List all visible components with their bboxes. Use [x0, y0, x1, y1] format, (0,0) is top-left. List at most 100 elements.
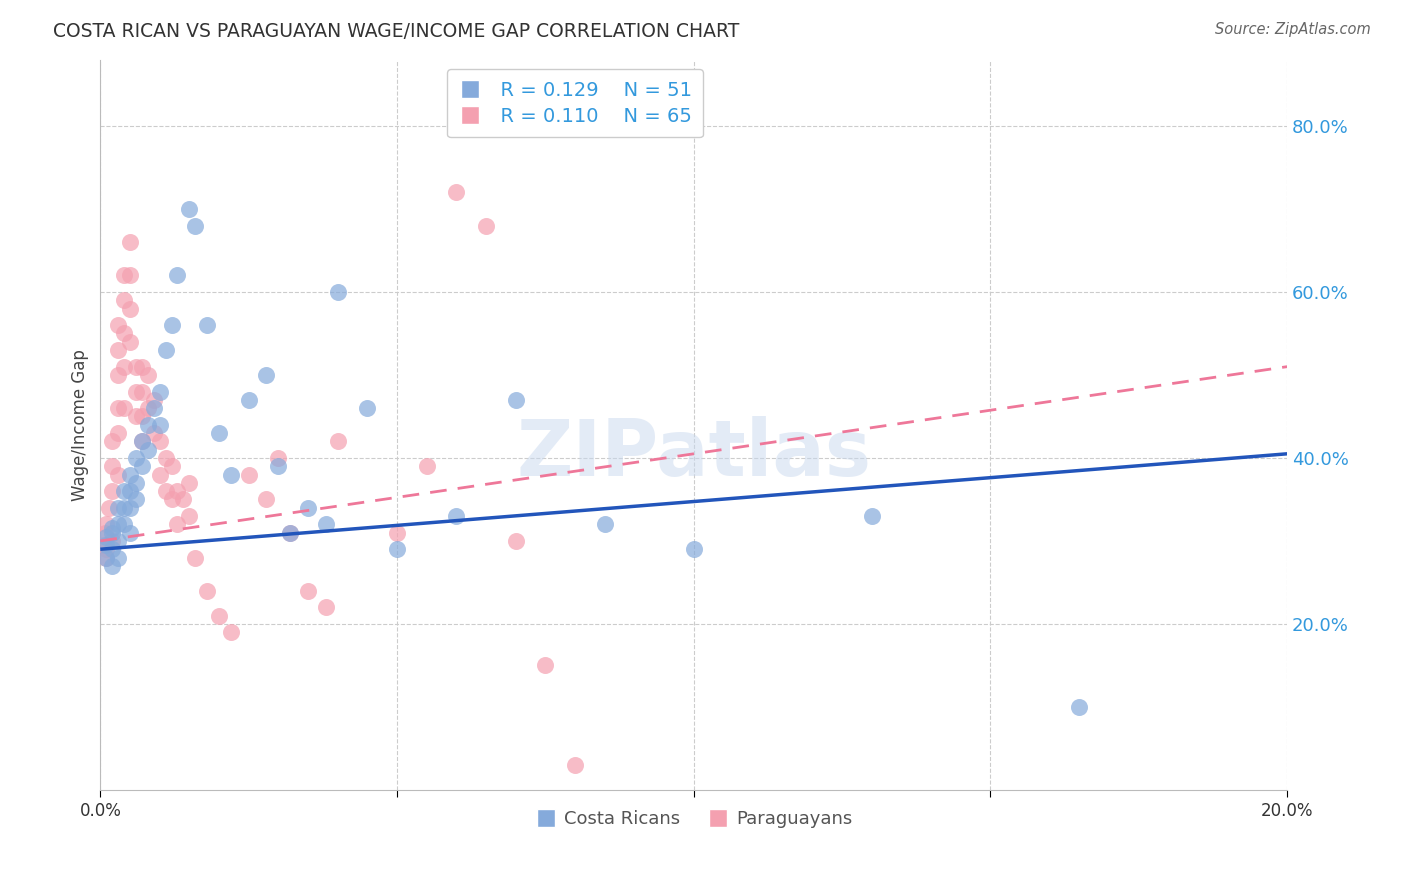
Point — [112, 359, 135, 374]
Point — [131, 409, 153, 424]
Point — [160, 459, 183, 474]
Point — [112, 401, 135, 416]
Point — [131, 384, 153, 399]
Point — [315, 517, 337, 532]
Point — [149, 417, 172, 432]
Point — [125, 384, 148, 399]
Point — [446, 186, 468, 200]
Point — [297, 583, 319, 598]
Point — [118, 467, 141, 482]
Point — [172, 492, 194, 507]
Point — [118, 484, 141, 499]
Point — [267, 459, 290, 474]
Point — [118, 525, 141, 540]
Text: COSTA RICAN VS PARAGUAYAN WAGE/INCOME GAP CORRELATION CHART: COSTA RICAN VS PARAGUAYAN WAGE/INCOME GA… — [53, 22, 740, 41]
Point — [107, 318, 129, 333]
Point — [118, 235, 141, 250]
Legend: Costa Ricans, Paraguayans: Costa Ricans, Paraguayans — [527, 803, 859, 836]
Point — [179, 475, 201, 490]
Point — [101, 525, 124, 540]
Point — [208, 608, 231, 623]
Point — [112, 326, 135, 341]
Point — [112, 293, 135, 308]
Point — [385, 525, 408, 540]
Point — [112, 484, 135, 499]
Point — [149, 384, 172, 399]
Point — [101, 434, 124, 449]
Point — [238, 392, 260, 407]
Point — [125, 450, 148, 465]
Point — [415, 459, 437, 474]
Point — [267, 450, 290, 465]
Point — [179, 509, 201, 524]
Point — [131, 434, 153, 449]
Point — [297, 500, 319, 515]
Point — [160, 318, 183, 333]
Point — [118, 334, 141, 349]
Point — [505, 392, 527, 407]
Point — [101, 459, 124, 474]
Point — [131, 434, 153, 449]
Point — [238, 467, 260, 482]
Point — [107, 401, 129, 416]
Point — [112, 517, 135, 532]
Point — [278, 525, 301, 540]
Point — [208, 425, 231, 440]
Point — [136, 368, 159, 382]
Point — [96, 517, 118, 532]
Point — [112, 500, 135, 515]
Point — [149, 434, 172, 449]
Point — [155, 484, 177, 499]
Point — [385, 542, 408, 557]
Point — [131, 459, 153, 474]
Point — [101, 521, 124, 535]
Point — [136, 417, 159, 432]
Point — [160, 492, 183, 507]
Point — [107, 517, 129, 532]
Point — [101, 542, 124, 557]
Point — [107, 425, 129, 440]
Point — [860, 509, 883, 524]
Point — [195, 318, 218, 333]
Point — [112, 268, 135, 283]
Point — [96, 538, 118, 552]
Point — [96, 550, 118, 565]
Point — [166, 517, 188, 532]
Point — [166, 268, 188, 283]
Point — [446, 509, 468, 524]
Point — [93, 525, 115, 540]
Point — [682, 542, 704, 557]
Point — [256, 368, 278, 382]
Point — [96, 530, 118, 544]
Point — [125, 409, 148, 424]
Point — [101, 558, 124, 573]
Point — [142, 401, 165, 416]
Point — [475, 219, 498, 233]
Point — [356, 401, 378, 416]
Point — [179, 202, 201, 216]
Text: ZIPatlas: ZIPatlas — [516, 416, 872, 492]
Point — [195, 583, 218, 598]
Point — [98, 500, 121, 515]
Point — [315, 600, 337, 615]
Point — [142, 392, 165, 407]
Point — [155, 450, 177, 465]
Point — [125, 359, 148, 374]
Point — [326, 285, 349, 299]
Point — [118, 301, 141, 316]
Point — [142, 425, 165, 440]
Point — [96, 542, 118, 557]
Point — [1069, 700, 1091, 714]
Point — [107, 550, 129, 565]
Point — [155, 343, 177, 357]
Point — [136, 442, 159, 457]
Point — [101, 533, 124, 548]
Point — [278, 525, 301, 540]
Point — [564, 758, 586, 772]
Point — [593, 517, 616, 532]
Point — [256, 492, 278, 507]
Point — [107, 500, 129, 515]
Point — [534, 658, 557, 673]
Point — [96, 550, 118, 565]
Point — [107, 368, 129, 382]
